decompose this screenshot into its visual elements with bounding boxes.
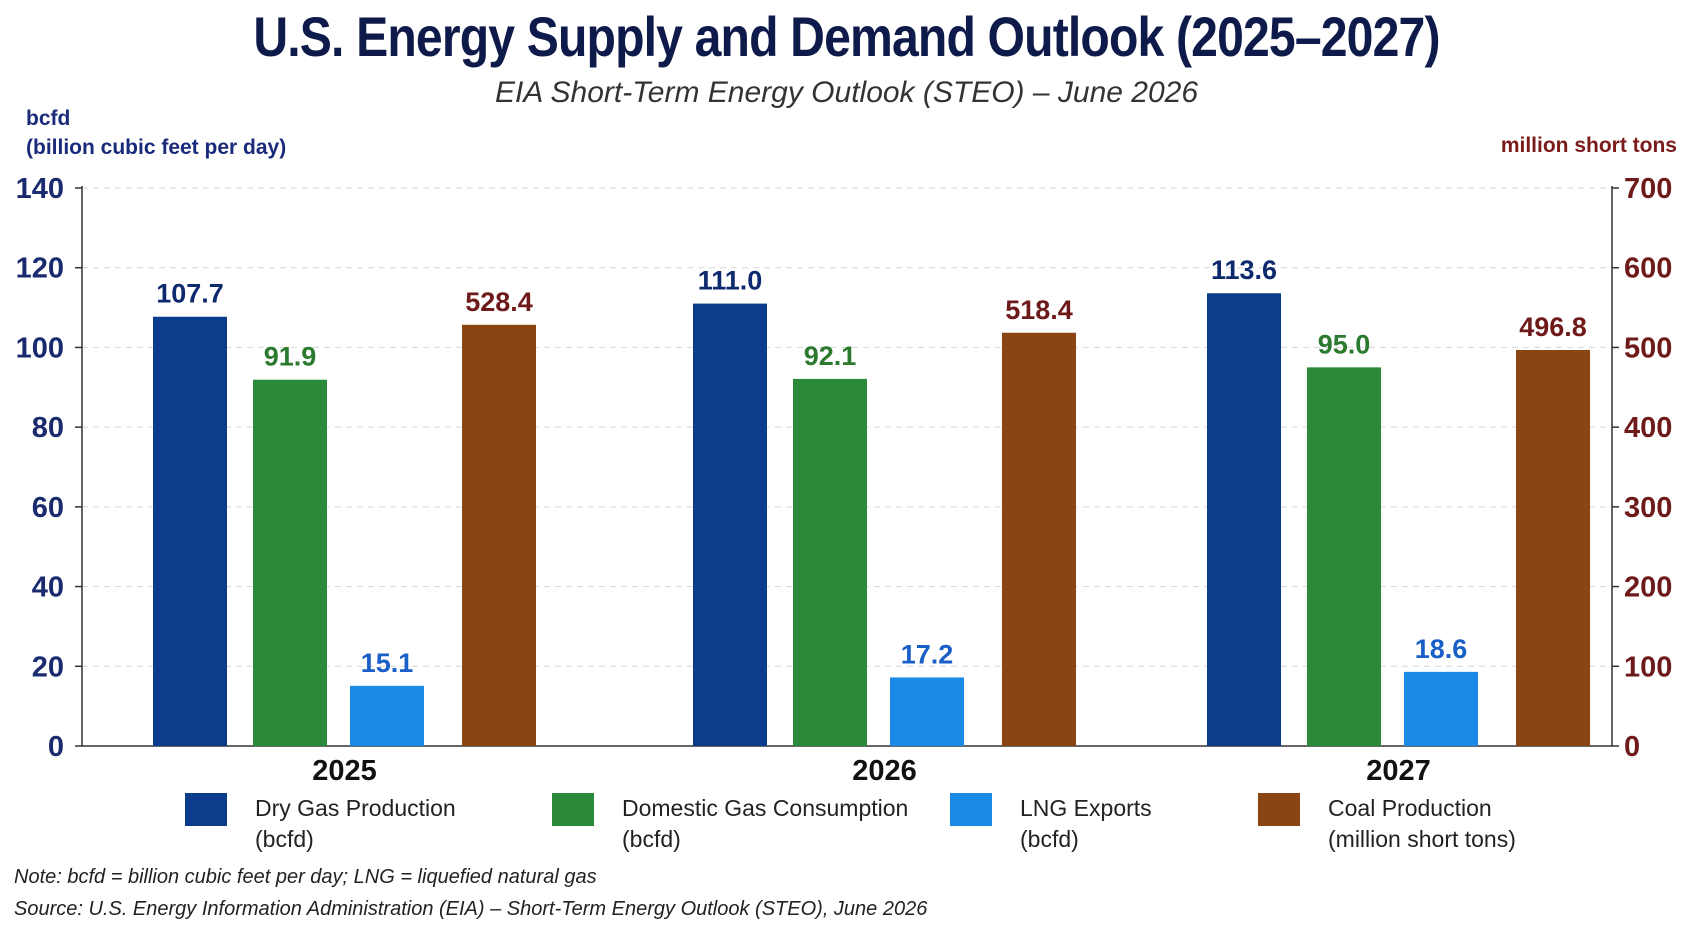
right-tick-label: 700: [1624, 173, 1672, 205]
data-label: 18.6: [1415, 634, 1468, 664]
legend-unit-lng: (bcfd): [1020, 826, 1079, 852]
data-label: 91.9: [264, 342, 317, 372]
left-tick-label: 100: [16, 332, 64, 364]
legend-unit-consumption: (bcfd): [622, 826, 681, 852]
data-label: 15.1: [361, 648, 414, 678]
chart-title: U.S. Energy Supply and Demand Outlook (2…: [253, 5, 1440, 68]
right-tick-label: 300: [1624, 492, 1672, 524]
right-tick-label: 600: [1624, 253, 1672, 285]
data-label: 113.6: [1211, 255, 1277, 285]
x-tick-label: 2026: [852, 755, 917, 787]
legend-item-lng: LNG Exports (bcfd): [950, 793, 1152, 855]
right-tick-label: 0: [1624, 731, 1640, 763]
data-label: 17.2: [901, 639, 954, 669]
legend-swatch-consumption: [552, 793, 594, 826]
left-axis-unit-line1: bcfd: [26, 107, 71, 130]
legend-label-lng: LNG Exports: [1020, 795, 1152, 821]
footnote: Note: bcfd = billion cubic feet per day;…: [14, 866, 597, 888]
bar-chart: 0 20 40 60 80 100 120 140 0 100 200 300 400 500 600 700…: [16, 173, 1673, 787]
left-tick-label: 60: [32, 492, 64, 524]
bar: [1002, 332, 1076, 746]
x-tick-label: 2025: [312, 755, 377, 787]
bar: [1207, 293, 1281, 746]
right-tick-label: 200: [1624, 572, 1672, 604]
left-axis-unit: bcfd (billion cubic feet per day): [26, 104, 286, 162]
left-tick-label: 120: [16, 253, 64, 285]
legend-item-dry-gas: Dry Gas Production (bcfd): [185, 793, 456, 855]
data-label: 107.7: [156, 279, 224, 309]
bar: [253, 379, 327, 746]
data-label: 95.0: [1318, 329, 1371, 359]
data-label: 111.0: [698, 266, 763, 296]
right-axis-unit: million short tons: [1500, 134, 1677, 157]
left-tick-label: 0: [48, 731, 64, 763]
bar: [1404, 671, 1478, 746]
legend-item-consumption: Domestic Gas Consumption (bcfd): [552, 793, 908, 855]
left-tick-label: 20: [32, 651, 64, 683]
bar: [1516, 349, 1590, 746]
legend-swatch-lng: [950, 793, 992, 826]
bar: [462, 324, 536, 746]
bar: [350, 685, 424, 746]
legend-label-consumption: Domestic Gas Consumption: [622, 795, 909, 821]
bar: [1307, 367, 1381, 746]
data-label: 496.8: [1519, 312, 1587, 342]
bar: [890, 677, 964, 746]
right-tick-label: 400: [1624, 412, 1672, 444]
legend-swatch-coal: [1258, 793, 1300, 826]
data-label: 528.4: [465, 287, 533, 317]
legend: Dry Gas Production (bcfd) Domestic Gas C…: [0, 793, 1693, 863]
legend-label-dry-gas: Dry Gas Production: [255, 795, 456, 821]
left-axis-unit-line2: (billion cubic feet per day): [26, 136, 287, 159]
legend-label-coal: Coal Production: [1328, 795, 1492, 821]
data-label: 518.4: [1005, 295, 1073, 325]
left-tick-label: 40: [32, 572, 64, 604]
legend-unit-coal: (million short tons): [1328, 826, 1516, 852]
bar: [153, 316, 227, 746]
chart-subtitle: EIA Short-Term Energy Outlook (STEO) – J…: [494, 76, 1199, 109]
bar: [693, 303, 767, 746]
source-note: Source: U.S. Energy Information Administ…: [14, 898, 928, 920]
right-tick-label: 500: [1624, 332, 1672, 364]
left-tick-label: 140: [16, 173, 64, 205]
legend-swatch-dry-gas: [185, 793, 227, 826]
bar: [793, 378, 867, 746]
legend-item-coal: Coal Production (million short tons): [1258, 793, 1516, 855]
data-label: 92.1: [804, 341, 857, 371]
legend-unit-dry-gas: (bcfd): [255, 826, 314, 852]
x-tick-label: 2027: [1366, 755, 1431, 787]
right-tick-label: 100: [1624, 651, 1672, 683]
left-tick-label: 80: [32, 412, 64, 444]
